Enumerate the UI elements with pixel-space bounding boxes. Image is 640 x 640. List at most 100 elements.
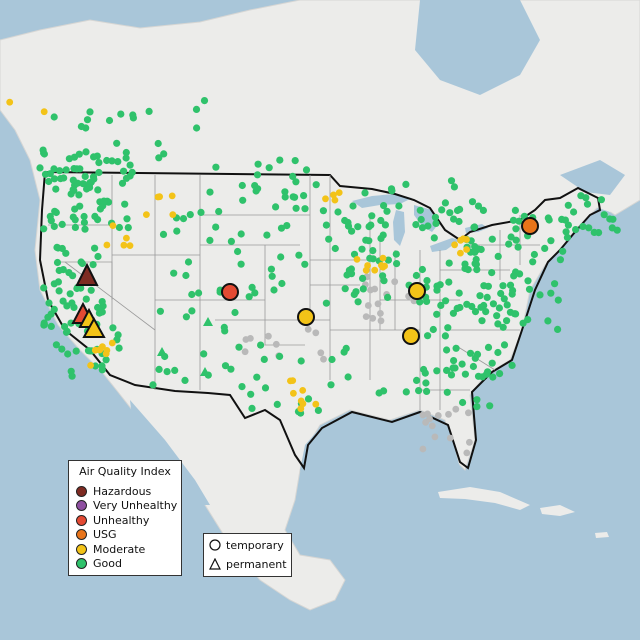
sensor-dot[interactable] [374, 300, 382, 308]
sensor-dot[interactable] [289, 172, 297, 180]
sensor-dot[interactable] [545, 216, 553, 224]
sensor-dot[interactable] [412, 271, 420, 280]
sensor-dot[interactable] [91, 212, 99, 220]
sensor-dot[interactable] [238, 383, 246, 391]
sensor-dot[interactable] [583, 200, 592, 208]
sensor-dot[interactable] [579, 222, 587, 231]
sensor-dot[interactable] [422, 379, 430, 387]
sensor-dot[interactable] [77, 122, 85, 131]
sensor-dot[interactable] [169, 211, 177, 219]
sensor-dot[interactable] [489, 373, 497, 381]
sensor-dot[interactable] [378, 262, 385, 269]
sensor-dot[interactable] [59, 297, 67, 305]
sensor-dot[interactable] [155, 365, 163, 373]
sensor-dot[interactable] [182, 313, 190, 321]
sensor-dot[interactable] [52, 185, 60, 193]
sensor-dot[interactable] [195, 289, 203, 297]
sensor-dot[interactable] [510, 272, 518, 280]
sensor-dot[interactable] [122, 154, 130, 162]
sensor-dot[interactable] [95, 168, 103, 177]
sensor-dot[interactable] [519, 319, 527, 327]
good-permanent-sensors[interactable] [157, 317, 213, 376]
moderate-temporary-marker-3[interactable] [402, 327, 420, 345]
sensor-dot[interactable] [325, 235, 333, 243]
sensor-dot[interactable] [452, 405, 460, 413]
sensor-dot[interactable] [55, 287, 63, 295]
sensor-dot[interactable] [61, 323, 69, 331]
unhealthy-temporary-marker[interactable] [221, 283, 239, 301]
sensor-dot[interactable] [438, 206, 446, 214]
sensor-dot[interactable] [281, 188, 289, 196]
sensor-dot[interactable] [314, 406, 322, 414]
sensor-dot[interactable] [299, 400, 307, 408]
sensor-dot[interactable] [118, 179, 127, 187]
sensor-dot[interactable] [272, 203, 280, 211]
sensor-dot[interactable] [242, 336, 250, 343]
sensor-dot[interactable] [426, 415, 433, 423]
sensor-dot[interactable] [418, 265, 426, 274]
sensor-dot[interactable] [62, 166, 70, 174]
sensor-dot[interactable] [483, 293, 491, 301]
sensor-dot[interactable] [75, 191, 83, 199]
sensor-dot[interactable] [499, 323, 507, 331]
good-aqi-sensors[interactable] [36, 97, 621, 417]
sensor-dot[interactable] [358, 245, 366, 253]
sensor-dot[interactable] [239, 196, 247, 204]
sensor-dot[interactable] [597, 196, 606, 204]
sensor-dot[interactable] [442, 297, 450, 305]
sensor-dot[interactable] [359, 274, 367, 282]
sensor-dot[interactable] [58, 345, 66, 353]
sensor-dot[interactable] [511, 206, 519, 214]
sensor-dot[interactable] [402, 388, 410, 396]
sensor-dot[interactable] [503, 317, 511, 325]
sensor-dot[interactable] [98, 362, 106, 370]
sensor-dot[interactable] [263, 231, 271, 239]
sensor-dot[interactable] [441, 332, 449, 340]
sensor-dot[interactable] [276, 156, 284, 164]
sensor-dot[interactable] [322, 195, 329, 203]
sensor-dot[interactable] [473, 403, 481, 411]
sensor-dot[interactable] [36, 164, 44, 172]
sensor-dot[interactable] [503, 301, 511, 309]
sensor-dot[interactable] [113, 139, 121, 147]
sensor-dot[interactable] [445, 259, 453, 267]
sensor-dot[interactable] [496, 370, 504, 378]
sensor-dot[interactable] [312, 400, 320, 408]
sensor-triangle[interactable] [157, 347, 167, 356]
sensor-triangle[interactable] [203, 317, 213, 326]
sensor-dot[interactable] [506, 281, 515, 289]
sensor-dot[interactable] [57, 175, 65, 183]
sensor-dot[interactable] [380, 202, 388, 210]
sensor-dot[interactable] [514, 243, 522, 251]
sensor-dot[interactable] [354, 223, 362, 231]
sensor-dot[interactable] [265, 332, 272, 340]
sensor-dot[interactable] [443, 346, 451, 354]
sensor-dot[interactable] [554, 325, 562, 333]
sensor-dot[interactable] [267, 265, 275, 273]
sensor-dot[interactable] [220, 323, 228, 331]
sensor-dot[interactable] [402, 180, 410, 188]
sensor-dot[interactable] [248, 404, 256, 412]
sensor-dot[interactable] [342, 344, 350, 352]
sensor-dot[interactable] [68, 372, 76, 380]
sensor-dot[interactable] [541, 244, 549, 252]
sensor-dot[interactable] [66, 290, 74, 298]
sensor-dot[interactable] [69, 272, 77, 280]
sensor-dot[interactable] [484, 282, 492, 290]
sensor-dot[interactable] [433, 310, 441, 318]
sensor-dot[interactable] [444, 324, 452, 332]
sensor-dot[interactable] [299, 387, 307, 394]
sensor-dot[interactable] [237, 260, 245, 268]
sensor-dot[interactable] [108, 157, 116, 165]
sensor-dot[interactable] [53, 258, 62, 267]
sensor-dot[interactable] [341, 285, 349, 293]
sensor-dot[interactable] [277, 253, 285, 261]
sensor-dot[interactable] [46, 212, 54, 220]
sensor-dot[interactable] [39, 146, 47, 154]
sensor-dot[interactable] [188, 307, 196, 315]
sensor-dot[interactable] [365, 237, 373, 245]
sensor-dot[interactable] [231, 308, 239, 317]
sensor-dot[interactable] [312, 329, 320, 337]
sensor-dot[interactable] [437, 301, 445, 309]
usg-temporary-marker[interactable] [521, 217, 539, 235]
